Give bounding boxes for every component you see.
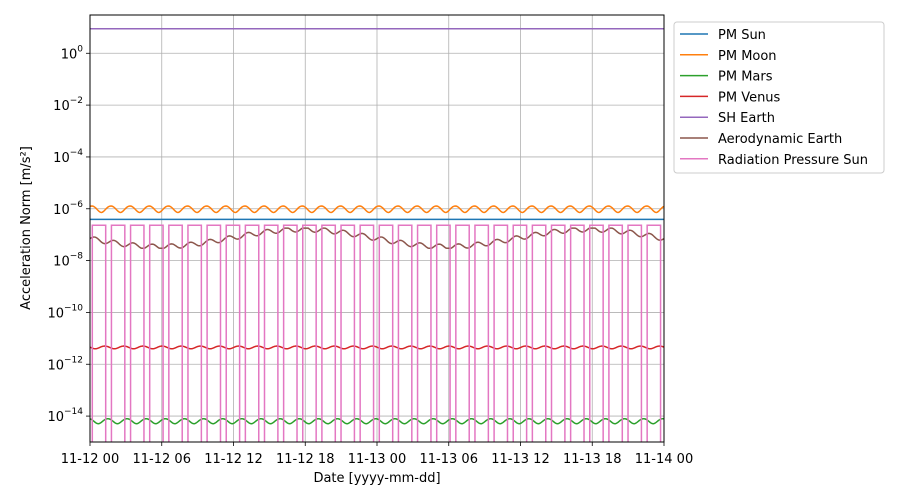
y-tick-label: 10−6 [53, 200, 83, 218]
legend-label-sh-earth: SH Earth [718, 111, 775, 126]
x-tick-label: 11-13 06 [420, 452, 478, 467]
x-tick-label: 11-12 12 [204, 452, 262, 467]
y-tick-label: 100 [61, 44, 84, 62]
y-tick-label: 10−4 [53, 148, 83, 166]
legend: PM Sun PM Moon PM Mars PM Venus SH Earth Aero… [673, 21, 885, 174]
plot-area [89, 14, 665, 443]
series-line-pm-moon [90, 205, 664, 214]
y-tick-label: 10−10 [47, 303, 83, 321]
x-tick-label: 11-12 00 [61, 452, 119, 467]
x-tick-label: 11-13 12 [491, 452, 549, 467]
x-tick-label: 11-13 18 [563, 452, 621, 467]
legend-label-pm-venus: PM Venus [718, 90, 781, 105]
x-tick-label: 11-12 18 [276, 452, 334, 467]
x-axis: 11-12 00 11-12 06 11-12 12 11-12 18 11-13 00… [61, 442, 693, 467]
series-line-pm-mars [90, 417, 664, 425]
x-tick-label: 11-13 00 [348, 452, 406, 467]
series-line-aerodynamic-earth [90, 227, 664, 249]
legend-box [673, 21, 885, 174]
legend-label-pm-sun: PM Sun [718, 28, 766, 43]
legend-label-radiation-pressure-sun: Radiation Pressure Sun [718, 153, 868, 168]
y-tick-label: 10−14 [47, 407, 83, 425]
x-axis-label: Date [yyyy-mm-dd] [313, 471, 440, 486]
x-tick-label: 11-12 06 [133, 452, 191, 467]
series-line-pm-venus [90, 345, 664, 350]
y-tick-label: 10−8 [53, 252, 83, 270]
legend-label-aerodynamic-earth: Aerodynamic Earth [718, 132, 842, 147]
series-layer [90, 28, 664, 442]
y-tick-label: 10−2 [53, 96, 83, 114]
y-axis-label: Acceleration Norm [m/s²] [19, 146, 34, 310]
y-tick-label: 10−12 [47, 355, 83, 373]
x-tick-label: 11-14 00 [635, 452, 693, 467]
legend-label-pm-mars: PM Mars [718, 70, 773, 85]
legend-label-pm-moon: PM Moon [718, 49, 777, 64]
y-axis: 10−14 10−12 10−10 10−8 10−6 10−4 10−2 100 [47, 44, 90, 425]
